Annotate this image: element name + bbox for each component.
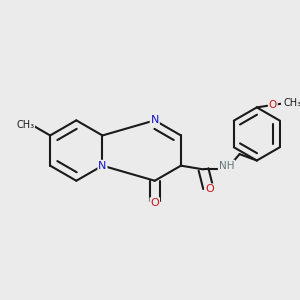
- Text: CH₃: CH₃: [16, 120, 34, 130]
- Text: N: N: [98, 161, 107, 171]
- Text: N: N: [151, 116, 159, 125]
- Text: O: O: [205, 184, 214, 194]
- Text: NH: NH: [219, 160, 234, 170]
- Text: O: O: [150, 198, 159, 208]
- Text: O: O: [269, 100, 277, 110]
- Text: CH₃: CH₃: [283, 98, 300, 108]
